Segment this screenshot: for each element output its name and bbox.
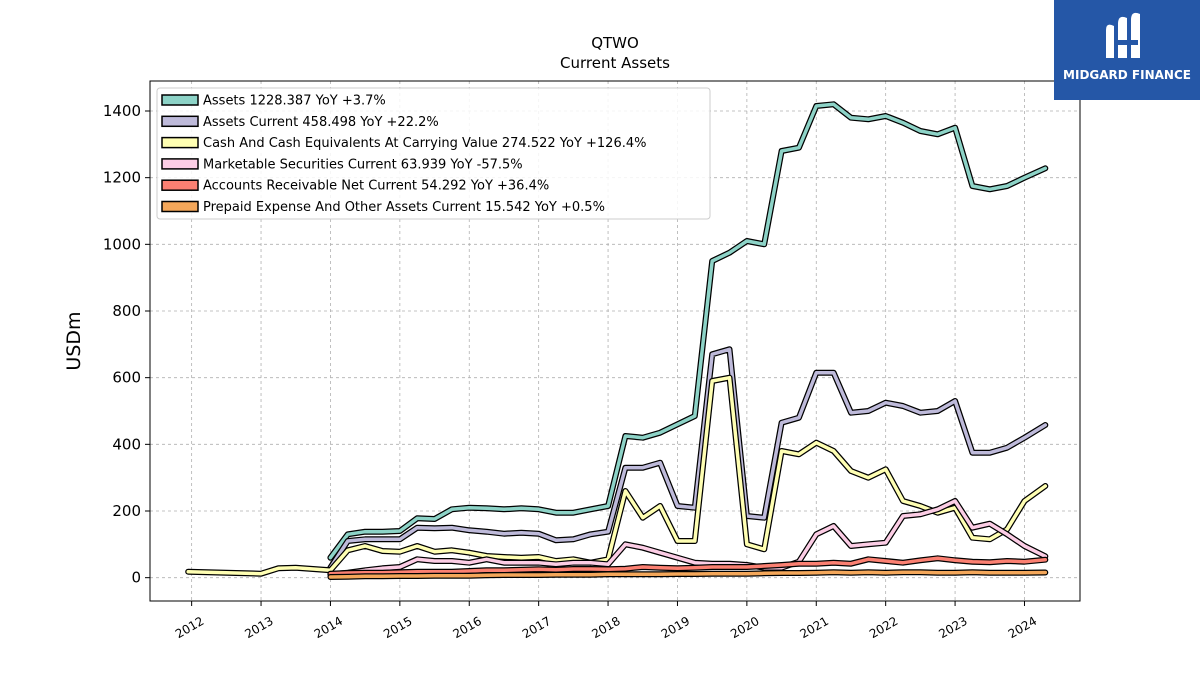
y-tick-label: 400	[112, 435, 141, 453]
series-5	[327, 569, 1049, 580]
x-tick-label: 2013	[242, 614, 275, 641]
legend-item: Prepaid Expense And Other Assets Current…	[203, 200, 605, 215]
series-line	[328, 570, 1048, 579]
y-tick-label: 600	[112, 369, 141, 387]
x-tick-label: 2020	[728, 614, 761, 641]
x-tick-label: 2012	[173, 614, 206, 641]
legend-item: Cash And Cash Equivalents At Carrying Va…	[203, 136, 646, 151]
series-1	[327, 346, 1049, 571]
x-tick-label: 2016	[451, 614, 484, 641]
x-tick-label: 2023	[936, 614, 969, 641]
x-tick-label: 2019	[659, 614, 692, 641]
series-line	[328, 556, 1048, 576]
series-layer	[185, 101, 1049, 580]
chart-subtitle: Current Assets	[560, 54, 670, 72]
x-tick-label: 2022	[867, 614, 900, 641]
y-axis-label: USDm	[63, 311, 85, 370]
x-tick-label: 2021	[798, 614, 831, 641]
x-tick-label: 2014	[312, 614, 345, 641]
chart-title: QTWO	[591, 34, 639, 52]
y-tick-label: 1400	[103, 102, 141, 120]
legend-box	[156, 87, 711, 220]
legend-item: Assets 1228.387 YoY +3.7%	[203, 94, 386, 109]
y-tick-label: 1200	[103, 169, 141, 187]
legend-swatch	[161, 179, 199, 191]
series-line-outline	[327, 498, 1049, 578]
x-axis: 2012 2013 2014 2015 2016 2017 2018 2019 2020 2021…	[173, 601, 1039, 641]
logo-text: MIDGARD FINANCE	[1063, 68, 1191, 82]
series-line	[328, 499, 1048, 577]
series-2	[185, 374, 1049, 577]
y-tick-label: 0	[131, 569, 141, 587]
plot-frame	[149, 80, 1081, 602]
y-tick-label: 800	[112, 302, 141, 320]
series-line	[186, 375, 1048, 576]
y-tick-label: 1000	[103, 235, 141, 253]
midgard-logo-icon	[1106, 12, 1140, 59]
legend-item: Assets Current 458.498 YoY +22.2%	[203, 115, 439, 130]
series-3	[327, 498, 1049, 578]
x-tick-label: 2018	[589, 614, 622, 641]
midgard-logo: MIDGARD FINANCE	[1054, 0, 1200, 100]
series-4	[327, 555, 1049, 577]
x-tick-label: 2024	[1006, 614, 1039, 641]
legend-swatch	[161, 200, 199, 213]
y-axis: 0 200 400 600 800 1000 1200 1400	[103, 102, 150, 587]
legend-item: Marketable Securities Current 63.939 YoY…	[203, 157, 523, 172]
x-tick-label: 2017	[520, 614, 553, 641]
series-line	[328, 102, 1048, 560]
series-0	[327, 101, 1049, 561]
legend-item: Accounts Receivable Net Current 54.292 Y…	[203, 179, 549, 194]
series-line-outline	[327, 346, 1049, 571]
y-tick-label: 200	[112, 502, 141, 520]
legend-swatch	[161, 158, 199, 170]
legend-swatch	[161, 136, 199, 149]
legend: Assets 1228.387 YoY +3.7% Assets Current …	[156, 87, 711, 220]
legend-swatch	[161, 94, 199, 106]
x-tick-label: 2015	[381, 614, 414, 641]
series-line	[328, 347, 1048, 570]
legend-swatch	[161, 115, 199, 128]
